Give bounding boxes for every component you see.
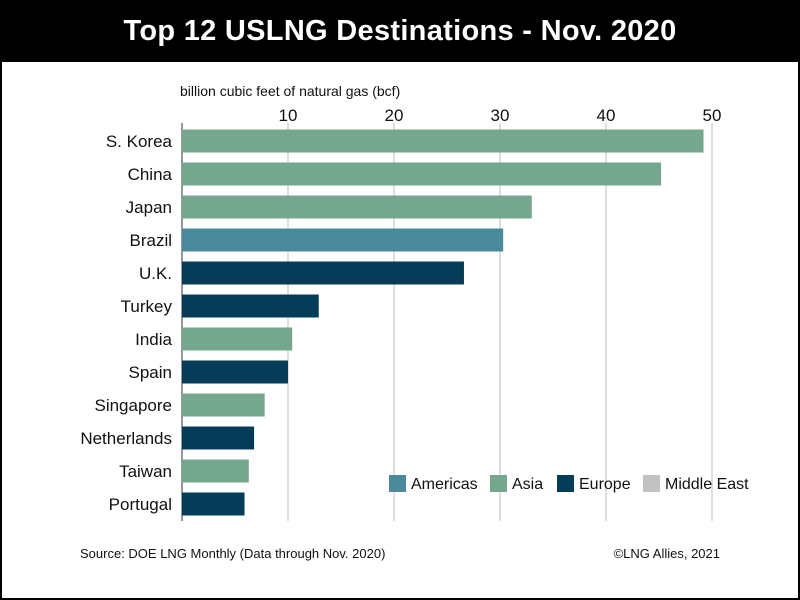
bar-singapore <box>182 393 265 417</box>
bar-u-k <box>182 261 464 285</box>
category-label-spain: Spain <box>129 363 172 382</box>
category-label-netherlands: Netherlands <box>80 429 172 448</box>
bar-china <box>182 162 662 186</box>
bar-netherlands <box>182 426 255 450</box>
chart-frame <box>0 62 800 600</box>
bar-japan <box>182 195 532 219</box>
category-label-s-korea: S. Korea <box>106 132 173 151</box>
category-label-turkey: Turkey <box>121 297 173 316</box>
bar-india <box>182 327 293 351</box>
category-label-brazil: Brazil <box>129 231 172 250</box>
category-label-japan: Japan <box>126 198 172 217</box>
category-label-portugal: Portugal <box>109 495 172 514</box>
x-axis-label: billion cubic feet of natural gas (bcf) <box>180 83 400 99</box>
source-note: Source: DOE LNG Monthly (Data through No… <box>80 546 386 561</box>
bar-turkey <box>182 294 319 318</box>
legend-label-europe: Europe <box>579 476 631 493</box>
category-label-singapore: Singapore <box>94 396 172 415</box>
bar-brazil <box>182 228 504 252</box>
legend-swatch-middle-east <box>643 475 660 492</box>
legend-label-middle-east: Middle East <box>665 476 749 493</box>
category-label-taiwan: Taiwan <box>119 462 172 481</box>
category-label-china: China <box>128 165 173 184</box>
legend-label-asia: Asia <box>512 476 543 493</box>
x-tick-label-10: 10 <box>279 106 298 125</box>
bar-portugal <box>182 492 245 516</box>
category-label-u-k: U.K. <box>139 264 172 283</box>
x-tick-label-20: 20 <box>385 106 404 125</box>
chart-title: Top 12 USLNG Destinations - Nov. 2020 <box>0 0 800 62</box>
legend-swatch-europe <box>557 475 574 492</box>
copyright-note: ©LNG Allies, 2021 <box>613 546 720 561</box>
bar-spain <box>182 360 288 384</box>
legend-swatch-americas <box>389 475 406 492</box>
legend-swatch-asia <box>490 475 507 492</box>
x-tick-label-30: 30 <box>491 106 510 125</box>
x-tick-label-40: 40 <box>597 106 616 125</box>
bar-s-korea <box>182 129 704 153</box>
category-label-india: India <box>135 330 172 349</box>
bar-taiwan <box>182 459 249 483</box>
legend-label-americas: Americas <box>411 476 478 493</box>
x-tick-label-50: 50 <box>703 106 722 125</box>
